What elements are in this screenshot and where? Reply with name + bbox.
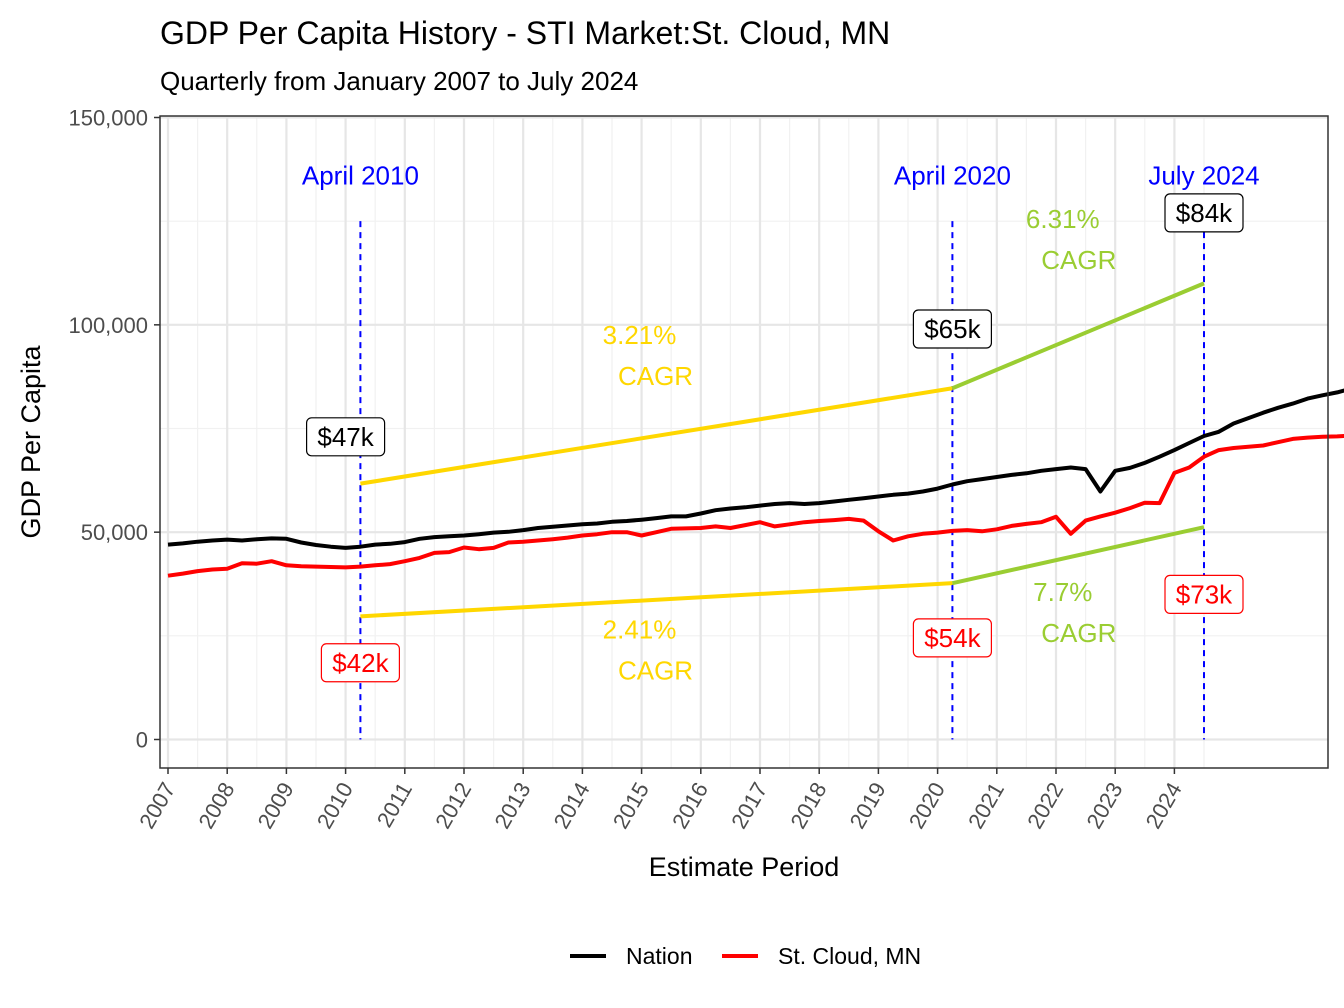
value-label-box xyxy=(306,417,386,457)
grid-lines xyxy=(160,116,1328,768)
series-line-st-cloud-mn xyxy=(167,433,1344,578)
x-tick-label: 2024 xyxy=(1141,778,1187,833)
cagr-rate-label: 3.21% xyxy=(603,320,677,350)
reference-line-label: April 2010 xyxy=(302,161,419,191)
x-tick-label: 2015 xyxy=(608,778,654,833)
y-tick-label: 100,000 xyxy=(68,313,148,338)
x-tick-label: 2014 xyxy=(549,778,595,833)
cagr-unit-label: CAGR xyxy=(618,655,693,685)
value-label: $73k xyxy=(1176,579,1233,609)
x-tick-label: 2012 xyxy=(430,778,476,833)
x-tick-label: 2007 xyxy=(134,778,180,833)
legend-label: Nation xyxy=(626,943,692,969)
x-tick-label: 2020 xyxy=(904,778,950,833)
value-label: $84k xyxy=(1176,198,1233,228)
reference-line-label: July 2024 xyxy=(1148,161,1259,191)
cagr-trend-line xyxy=(951,281,1205,391)
value-label-box xyxy=(1164,193,1244,233)
value-label: $65k xyxy=(924,314,981,344)
reference-line-label: April 2020 xyxy=(894,161,1011,191)
chart-title: GDP Per Capita History - STI Market:St. … xyxy=(160,15,890,51)
cagr-rate-label: 7.7% xyxy=(1033,577,1092,607)
y-tick-label: 50,000 xyxy=(81,520,148,545)
x-tick-label: 2022 xyxy=(1022,778,1068,833)
annotations: April 2010 April 2020 July 2024 $47k $65k $84… xyxy=(302,161,1260,686)
axes: 0 50,000 100,000 150,000 2007 2008 2009 2010 201… xyxy=(68,106,1186,833)
y-tick-label: 150,000 xyxy=(68,106,148,131)
x-tick-label: 2011 xyxy=(372,778,417,831)
x-tick-label: 2010 xyxy=(312,778,358,833)
cagr-trend-line xyxy=(951,525,1205,586)
x-axis-title: Estimate Period xyxy=(649,852,840,882)
x-tick-label: 2019 xyxy=(845,778,891,833)
cagr-trend-line xyxy=(360,581,953,619)
legend: Nation St. Cloud, MN xyxy=(570,943,921,969)
value-label-box xyxy=(912,309,993,349)
cagr-rate-label: 6.31% xyxy=(1026,204,1100,234)
x-tick-label: 2013 xyxy=(489,778,535,833)
y-axis-title: GDP Per Capita xyxy=(16,344,46,538)
series-line-nation xyxy=(167,388,1344,550)
reference-lines xyxy=(359,221,1205,740)
x-tick-label: 2008 xyxy=(193,778,239,833)
cagr-trend-lines xyxy=(360,281,1205,619)
data-series xyxy=(167,388,1344,578)
legend-label: St. Cloud, MN xyxy=(778,943,921,969)
value-label-box xyxy=(1164,574,1244,614)
x-tick-label: 2017 xyxy=(726,778,772,833)
cagr-trend-line xyxy=(360,386,953,486)
x-tick-label: 2009 xyxy=(253,778,299,833)
cagr-rate-label: 2.41% xyxy=(603,614,677,644)
value-label: $47k xyxy=(317,422,374,452)
cagr-unit-label: CAGR xyxy=(1041,618,1116,648)
value-label-box xyxy=(912,618,993,658)
x-tick-label: 2016 xyxy=(667,778,713,833)
cagr-unit-label: CAGR xyxy=(1041,245,1116,275)
plot-panel-border xyxy=(159,115,1329,769)
cagr-unit-label: CAGR xyxy=(618,361,693,391)
value-label: $42k xyxy=(332,648,389,678)
x-tick-label: 2023 xyxy=(1081,778,1127,833)
value-label-box xyxy=(320,643,400,683)
x-tick-label: 2021 xyxy=(963,778,1009,833)
chart-subtitle: Quarterly from January 2007 to July 2024 xyxy=(160,66,638,96)
value-label: $54k xyxy=(924,623,981,653)
x-tick-label: 2018 xyxy=(785,778,831,833)
y-tick-label: 0 xyxy=(136,728,148,753)
